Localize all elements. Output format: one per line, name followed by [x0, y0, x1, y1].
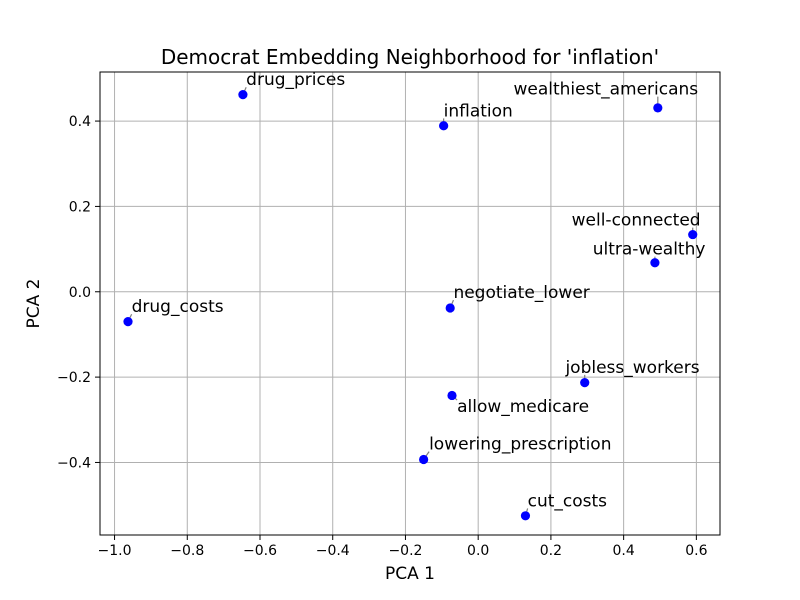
- scatter-point: [439, 121, 449, 131]
- point-label: drug_prices: [246, 70, 345, 90]
- scatter-point: [688, 229, 698, 240]
- scatter-point: [447, 390, 457, 401]
- x-tick-label: −0.6: [243, 543, 277, 559]
- x-tick-label: 0.6: [685, 543, 707, 559]
- point-layer: [123, 90, 698, 521]
- point-label: drug_costs: [132, 297, 224, 317]
- point-label: ultra-wealthy: [593, 240, 706, 260]
- y-axis-label: PCA 2: [24, 279, 44, 329]
- point-label: inflation: [444, 101, 513, 121]
- x-tick-label: −0.4: [316, 543, 350, 559]
- x-tick-label: −1.0: [98, 543, 132, 559]
- grid-layer: [100, 72, 720, 535]
- y-tick-label: 0.2: [69, 199, 91, 215]
- scatter-point: [238, 90, 248, 100]
- scatter-point: [520, 511, 531, 521]
- scatter-point: [580, 378, 590, 388]
- y-tick-label: 0.4: [69, 114, 91, 130]
- x-axis-label: PCA 1: [385, 564, 435, 584]
- y-tick-label: −0.4: [57, 455, 91, 471]
- point-label: well-connected: [572, 211, 701, 231]
- scatter-point: [653, 103, 663, 113]
- point-label: wealthiest_americans: [513, 80, 698, 100]
- x-tick-label: 0.4: [613, 543, 635, 559]
- x-tick-label: 0.0: [467, 543, 489, 559]
- scatter-point: [419, 454, 429, 465]
- plot-frame: [99, 71, 721, 536]
- y-tick-label: −0.2: [57, 370, 91, 386]
- point-label: allow_medicare: [457, 397, 589, 417]
- point-label: cut_costs: [528, 491, 608, 511]
- scatter-point: [650, 258, 660, 268]
- x-tick-label: −0.2: [388, 543, 422, 559]
- scatter-point: [445, 303, 455, 313]
- point-label: jobless_workers: [564, 358, 699, 378]
- y-tick-label: 0.0: [69, 285, 91, 301]
- x-tick-label: 0.2: [540, 543, 562, 559]
- point-label: negotiate_lower: [453, 283, 589, 303]
- x-tick-label: −0.8: [170, 543, 204, 559]
- chart-title: Democrat Embedding Neighborhood for 'inf…: [161, 45, 659, 69]
- point-label: lowering_prescription: [429, 435, 611, 455]
- tick-layer: −1.0 −0.8 −0.6 −0.4 −0.2 0.0 0.2 0.4 0.6 −0.4 −0.2…: [57, 114, 708, 559]
- label-layer: drug_prices inflationwealthiest_americans…: [132, 70, 706, 511]
- scatter-point: [123, 317, 133, 327]
